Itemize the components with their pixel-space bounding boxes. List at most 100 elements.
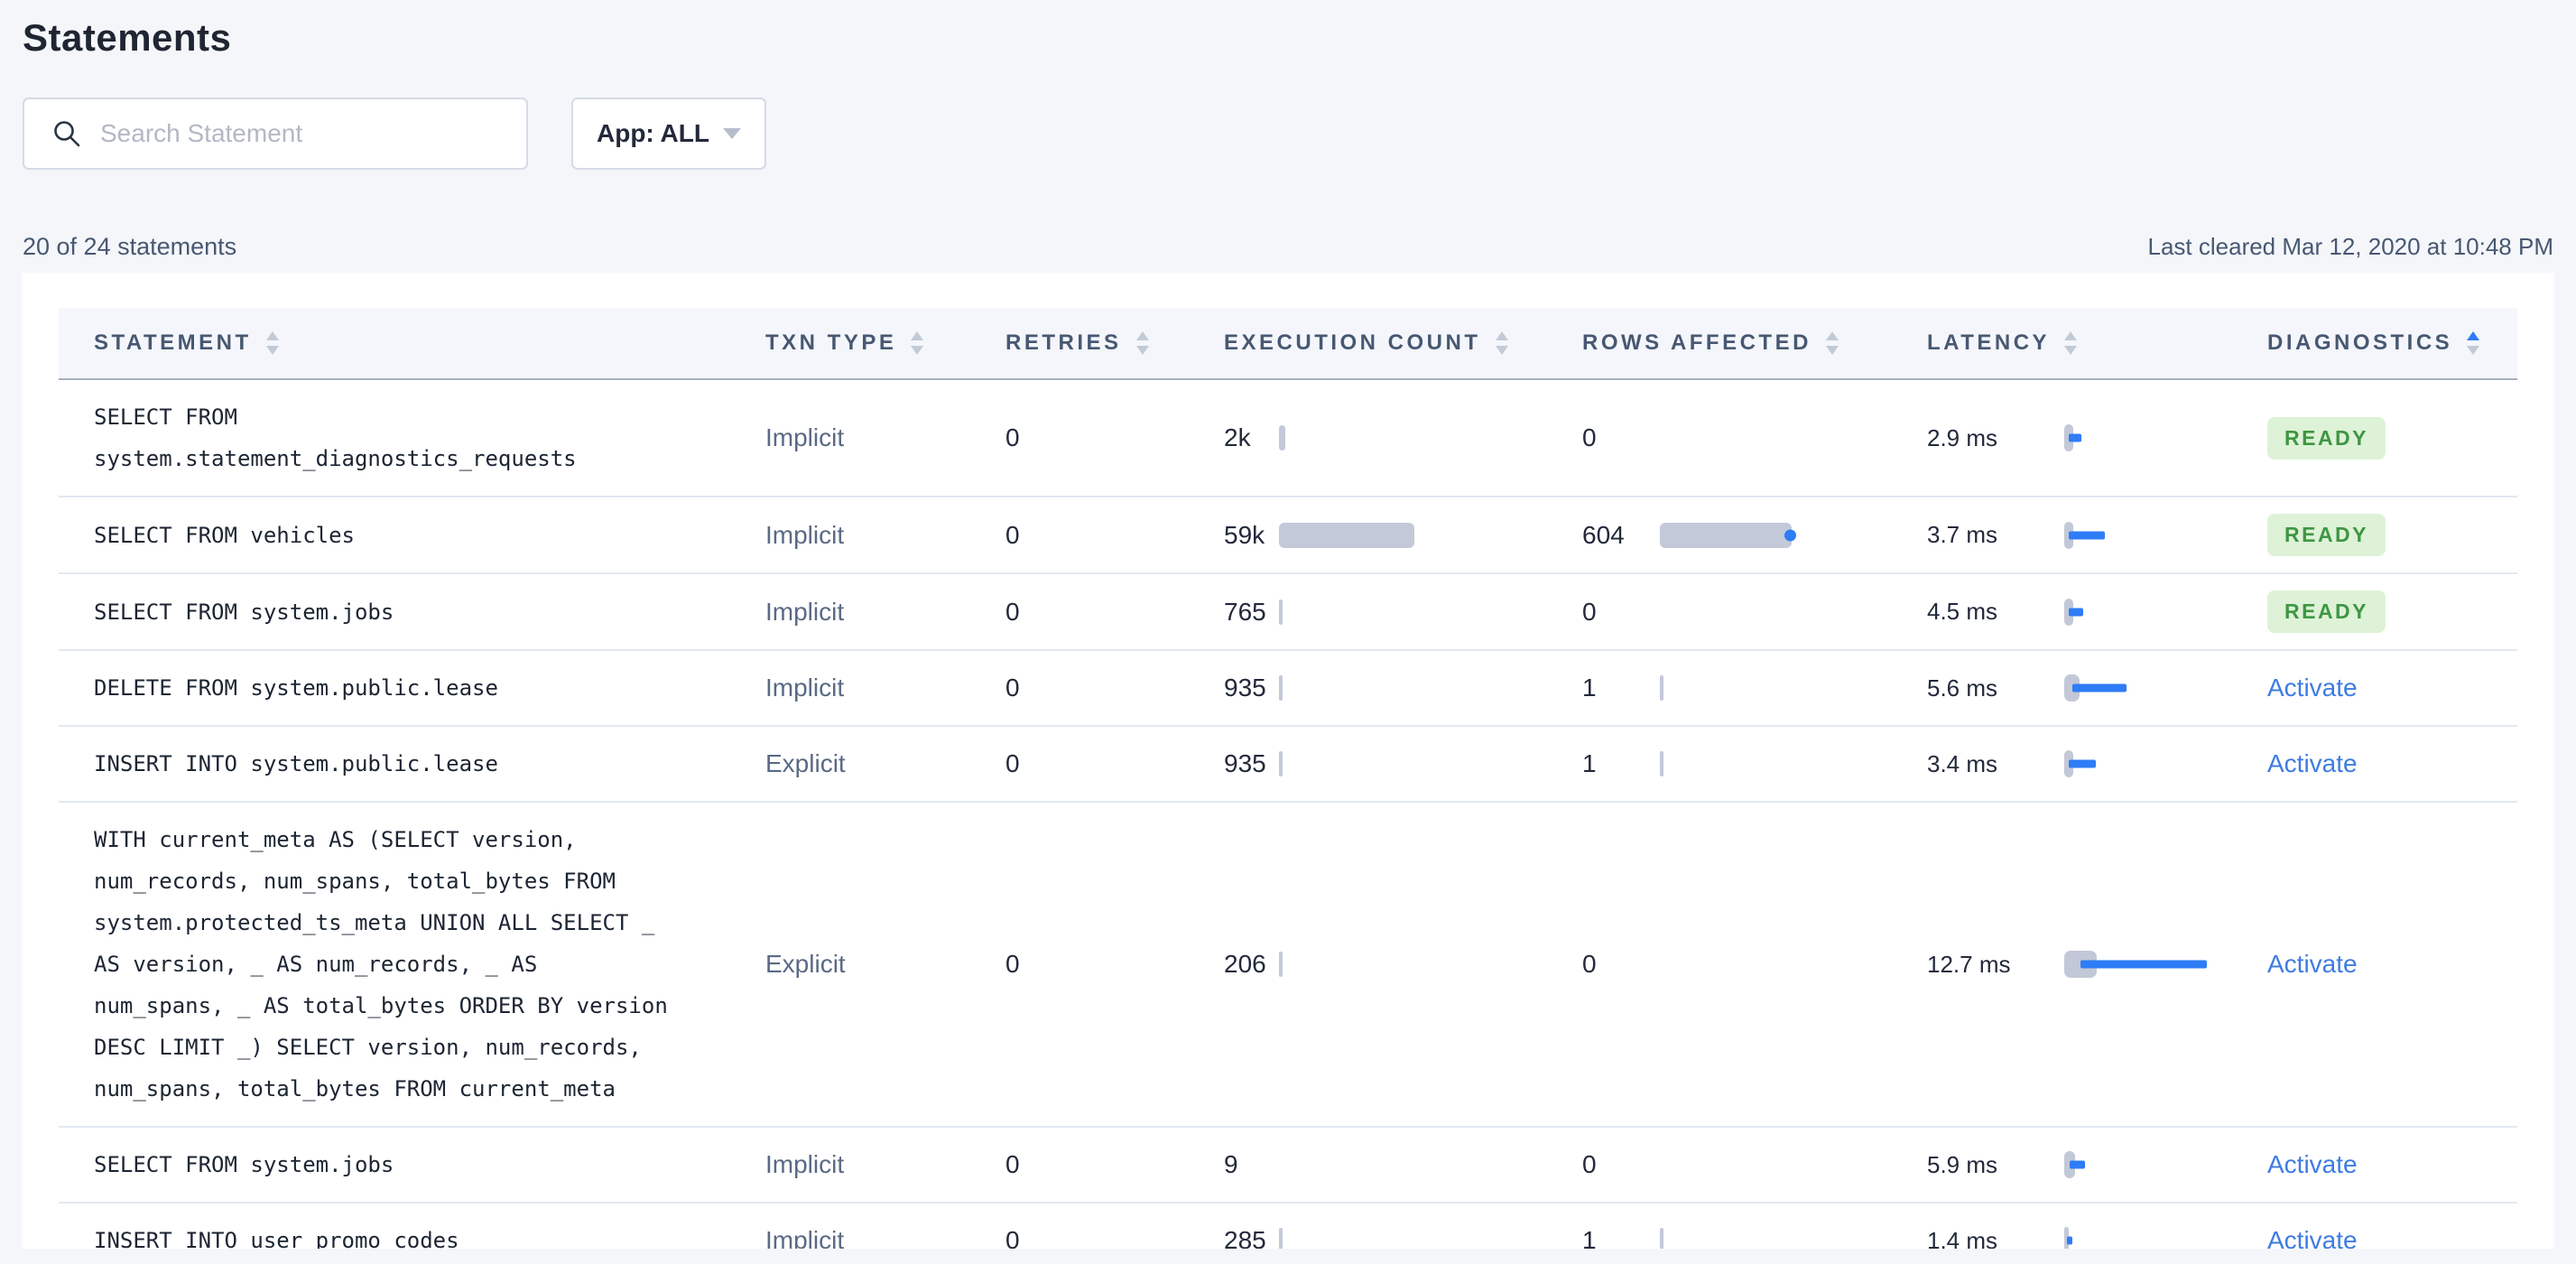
column-header-label: STATEMENT [94,330,252,355]
statement-link[interactable]: SELECT FROM system.statement_diagnostics… [94,404,577,471]
latency-mean-bar [2069,433,2082,442]
chevron-down-icon [722,128,741,139]
statement-link[interactable]: SELECT FROM vehicles [94,522,355,548]
latency-bar-chart [2064,520,2209,551]
sort-arrows-icon [1825,331,1839,355]
table-row: WITH current_meta AS (SELECT version, nu… [59,803,2517,1128]
latency-value: 2.9 ms [1927,423,1998,451]
sort-arrows-icon [2467,331,2480,355]
latency-mean-bar [2080,960,2208,969]
rows-affected-value: 0 [1582,1150,1597,1178]
sort-asc-icon [2467,331,2480,340]
txn-type-value: Explicit [765,749,846,777]
sort-arrows-icon [1495,331,1508,355]
statement-link[interactable]: SELECT FROM system.jobs [94,599,394,625]
execution-count-cell: 935 [1224,749,1582,778]
app-filter-dropdown[interactable]: App: ALL [571,98,766,170]
txn-type-value: Implicit [765,597,845,626]
execution-count-value: 285 [1224,1226,1266,1249]
latency-cell: 5.9 ms [1927,1149,2267,1180]
column-header-retries[interactable]: RETRIES [1005,330,1224,356]
latency-value: 1.4 ms [1927,1226,1998,1250]
search-box [23,98,528,170]
latency-cell: 4.5 ms [1927,597,2267,627]
rows-affected-bar [1660,1228,1664,1249]
statement-cell: WITH current_meta AS (SELECT version, nu… [59,819,765,1110]
diagnostics-cell: Activate [2267,1150,2517,1179]
sort-asc-icon [1135,331,1149,340]
search-icon [54,121,80,147]
statements-table-card: STATEMENT TXN TYPE RETRIES EXECUTION COU… [22,273,2554,1249]
table-body: SELECT FROM system.statement_diagnostics… [59,380,2517,1249]
column-header-latency[interactable]: LATENCY [1927,330,2267,356]
statement-link[interactable]: DELETE FROM system.public.lease [94,675,498,701]
execution-count-bar [1279,675,1283,701]
rows-affected-cell: 0 [1582,598,1927,627]
activate-diagnostics-link[interactable]: Activate [2267,1226,2358,1249]
latency-cell: 1.4 ms [1927,1225,2267,1249]
table-row: SELECT FROM vehicles Implicit 0 59k 604 … [59,497,2517,574]
column-header-rows-affected[interactable]: ROWS AFFECTED [1582,330,1927,356]
filters-bar: App: ALL [23,98,2553,170]
execution-count-value: 935 [1224,749,1266,777]
sort-arrows-icon [265,331,279,355]
statement-link[interactable]: WITH current_meta AS (SELECT version, nu… [94,827,668,1101]
page-title: Statements [23,16,232,59]
statement-link[interactable]: SELECT FROM system.jobs [94,1152,394,1177]
page-header: Statements App: ALL 20 of 24 statements … [0,0,2576,261]
sort-asc-icon [2064,331,2078,340]
sort-asc-icon [911,331,924,340]
execution-count-value: 206 [1224,950,1266,978]
rows-affected-value: 1 [1582,749,1597,777]
sort-desc-icon [911,346,924,355]
activate-diagnostics-link[interactable]: Activate [2267,1150,2358,1178]
execution-count-cell: 59k [1224,521,1582,550]
latency-bar-chart [2064,597,2209,627]
column-header-diagnostics[interactable]: DIAGNOSTICS [2267,330,2517,356]
execution-count-cell: 9 [1224,1150,1582,1179]
search-input[interactable] [100,119,508,148]
latency-mean-bar [2070,1160,2086,1169]
activate-diagnostics-link[interactable]: Activate [2267,950,2358,978]
rows-affected-value: 0 [1582,423,1597,451]
rows-affected-mean-dot [1784,529,1797,541]
latency-bar-chart [2064,748,2209,779]
sort-arrows-icon [1135,331,1149,355]
column-header-statement[interactable]: STATEMENT [59,330,765,356]
latency-value: 5.9 ms [1927,1150,1998,1178]
statement-link[interactable]: INSERT INTO system.public.lease [94,751,498,776]
execution-count-cell: 285 [1224,1226,1582,1249]
latency-cell: 3.4 ms [1927,748,2267,779]
latency-value: 4.5 ms [1927,598,1998,625]
table-row: SELECT FROM system.jobs Implicit 0 9 0 5… [59,1128,2517,1204]
rows-affected-cell: 604 [1582,521,1927,550]
latency-bar-chart [2064,423,2209,453]
rows-affected-bar [1660,522,1797,548]
execution-count-cell: 935 [1224,674,1582,702]
txn-type-value: Implicit [765,423,845,451]
sort-desc-icon [2064,346,2078,355]
column-header-txn-type[interactable]: TXN TYPE [765,330,1005,356]
execution-count-value: 9 [1224,1150,1238,1178]
statement-link[interactable]: INSERT INTO user_promo_codes [94,1228,459,1249]
execution-count-value: 59k [1224,520,1265,549]
diagnostics-cell: READY [2267,416,2517,460]
diagnostics-cell: Activate [2267,1226,2517,1249]
statement-cell: SELECT FROM system.jobs [59,591,765,633]
retries-value: 0 [1005,950,1020,978]
latency-bar-chart [2064,1149,2209,1180]
latency-cell: 2.9 ms [1927,423,2267,453]
diagnostics-cell: Activate [2267,950,2517,979]
diagnostics-ready-badge: READY [2267,416,2386,460]
execution-count-bar [1279,599,1283,625]
activate-diagnostics-link[interactable]: Activate [2267,674,2358,702]
activate-diagnostics-link[interactable]: Activate [2267,749,2358,777]
latency-bar-chart [2064,1225,2209,1249]
execution-count-cell: 206 [1224,950,1582,979]
column-header-execution-count[interactable]: EXECUTION COUNT [1224,330,1582,356]
retries-value: 0 [1005,597,1020,626]
retries-value: 0 [1005,749,1020,777]
diagnostics-cell: Activate [2267,749,2517,778]
rows-affected-cell: 0 [1582,950,1927,979]
sort-asc-icon [265,331,279,340]
